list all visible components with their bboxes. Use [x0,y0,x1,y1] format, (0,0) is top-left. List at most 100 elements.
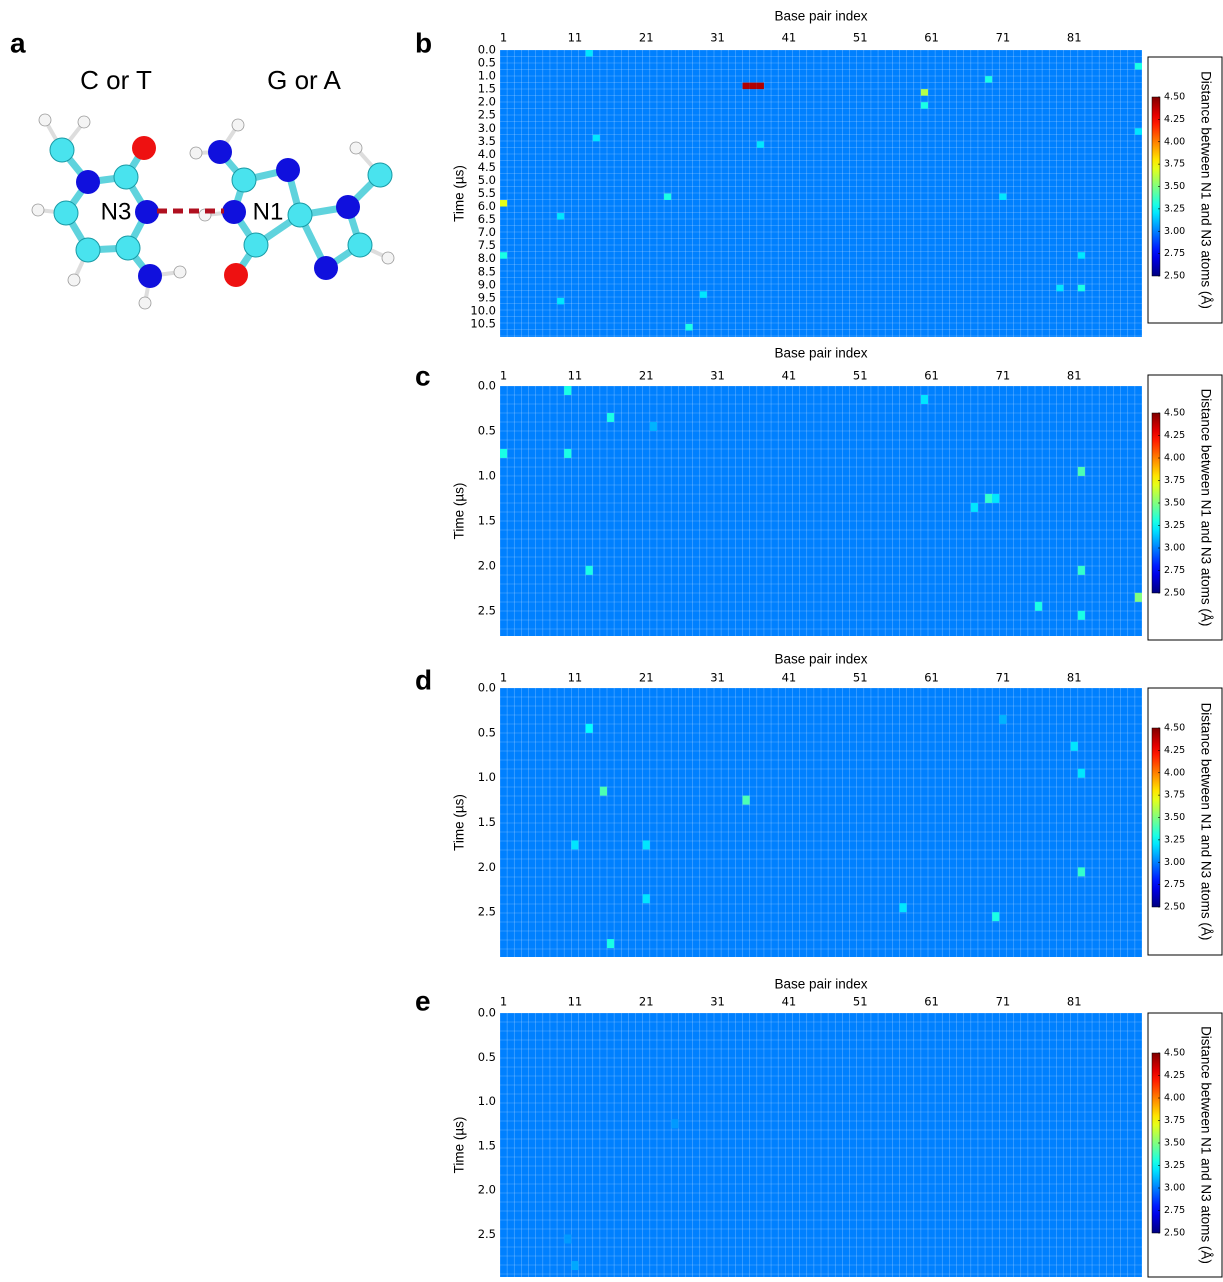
y-axis-title: Time (µs) [452,165,467,222]
heatmap-cell [564,386,572,395]
y-tick-label: 1.5 [478,815,496,829]
heatmap-cell [592,134,600,142]
y-tick-label: 1.5 [478,82,496,96]
heatmap-cell [742,82,750,90]
carbon-atoms [49,137,393,263]
heatmap-cell [1056,284,1064,292]
x-tick-label: 41 [782,31,797,45]
heatmap-cell [1077,565,1085,575]
x-tick-label: 61 [924,31,939,45]
x-axis-title: Base pair index [774,977,867,992]
heatmap-cell [1077,610,1085,620]
colorbar-tick-label: 4.50 [1164,723,1185,734]
heatmap-cell [649,421,657,431]
heatmap-cell [585,50,593,57]
y-tick-label: 0.0 [478,43,496,57]
y-axis-title: Time (µs) [452,1117,467,1174]
heatmap-cell [500,200,508,207]
x-tick-label: 11 [568,995,583,1009]
y-tick-label: 9.5 [478,290,496,304]
heatmap-cell [500,448,508,458]
colorbar-tick-label: 3.25 [1164,834,1185,845]
y-tick-label: 2.5 [478,905,496,919]
y-tick-label: 0.5 [478,725,496,739]
x-tick-label: 81 [1067,31,1082,45]
x-tick-label: 51 [853,369,868,383]
x-tick-label: 51 [853,671,868,685]
x-tick-label: 21 [639,31,654,45]
heatmap-cell [985,76,993,83]
y-tick-label: 2.0 [478,558,496,572]
y-tick-label: 0.5 [478,1050,496,1064]
x-tick-label: 1 [500,31,507,45]
colorbar-tick-label: 2.75 [1164,565,1185,576]
y-tick-label: 5.5 [478,186,496,200]
colorbar-tick-label: 3.75 [1164,159,1185,170]
heatmap-cell [985,493,993,503]
x-tick-label: 81 [1067,369,1082,383]
heatmap-cell [1035,601,1043,611]
x-tick-label: 41 [782,995,797,1009]
heatmap-cell [756,82,764,90]
panel-letter: d [415,664,432,695]
y-tick-label: 3.0 [478,121,496,135]
y-tick-label: 0.0 [478,379,496,393]
heatmap-background [500,50,1142,337]
x-tick-label: 61 [924,995,939,1009]
x-tick-label: 1 [500,671,507,685]
heatmap-cell [1077,867,1085,877]
heatmap-cell [920,89,928,96]
colorbar-tick-label: 2.75 [1164,879,1185,890]
heatmap-cell [671,1119,679,1129]
colorbar-tick-label: 4.50 [1164,1048,1185,1059]
heatmap-cell [1134,592,1142,602]
x-tick-label: 31 [710,995,725,1009]
y-tick-label: 8.5 [478,264,496,278]
colorbar-tick-label: 2.50 [1164,588,1185,599]
hydrogen-atoms [31,113,395,310]
y-tick-label: 2.5 [478,603,496,617]
colorbar-tick-label: 4.25 [1164,1070,1185,1081]
x-tick-label: 51 [853,31,868,45]
y-tick-label: 2.0 [478,1183,496,1197]
x-tick-label: 21 [639,995,654,1009]
colorbar-frame [1147,687,1223,956]
x-tick-label: 51 [853,995,868,1009]
colorbar-title: Distance between N1 and N3 atoms (Å) [1198,1026,1213,1264]
heatmap-cell [1134,128,1142,135]
x-tick-label: 11 [568,671,583,685]
x-tick-label: 41 [782,369,797,383]
heatmap-cell [992,912,1000,922]
colorbar-frame [1147,1012,1223,1278]
x-tick-label: 11 [568,31,583,45]
nitrogen-atoms [76,140,360,288]
heatmap-cell [607,412,615,422]
heatmap-cell [1077,252,1085,259]
heatmap-cell [920,102,928,109]
heatmap-cell [585,723,593,733]
x-tick-label: 11 [568,369,583,383]
colorbar-tick-label: 3.75 [1164,1115,1185,1126]
y-tick-label: 4.5 [478,160,496,174]
y-tick-label: 9.0 [478,277,496,291]
x-tick-label: 71 [996,995,1011,1009]
y-tick-label: 2.0 [478,860,496,874]
heatmap-cell [585,565,593,575]
colorbar-tick-label: 3.50 [1164,812,1185,823]
heatmap-cell [920,394,928,404]
colorbar-tick-label: 4.50 [1164,408,1185,419]
heatmap-cell [999,193,1007,200]
y-tick-label: 6.5 [478,212,496,226]
colorbar-tick-label: 3.25 [1164,1160,1185,1171]
x-tick-label: 61 [924,369,939,383]
x-axis-title: Base pair index [774,346,867,361]
base-label: C or T [80,65,152,95]
x-tick-label: 21 [639,671,654,685]
colorbar-tick-label: 3.75 [1164,790,1185,801]
colorbar-tick-label: 3.25 [1164,203,1185,214]
heatmap-cell [970,502,978,512]
heatmap-cell [992,493,1000,503]
x-tick-label: 71 [996,671,1011,685]
